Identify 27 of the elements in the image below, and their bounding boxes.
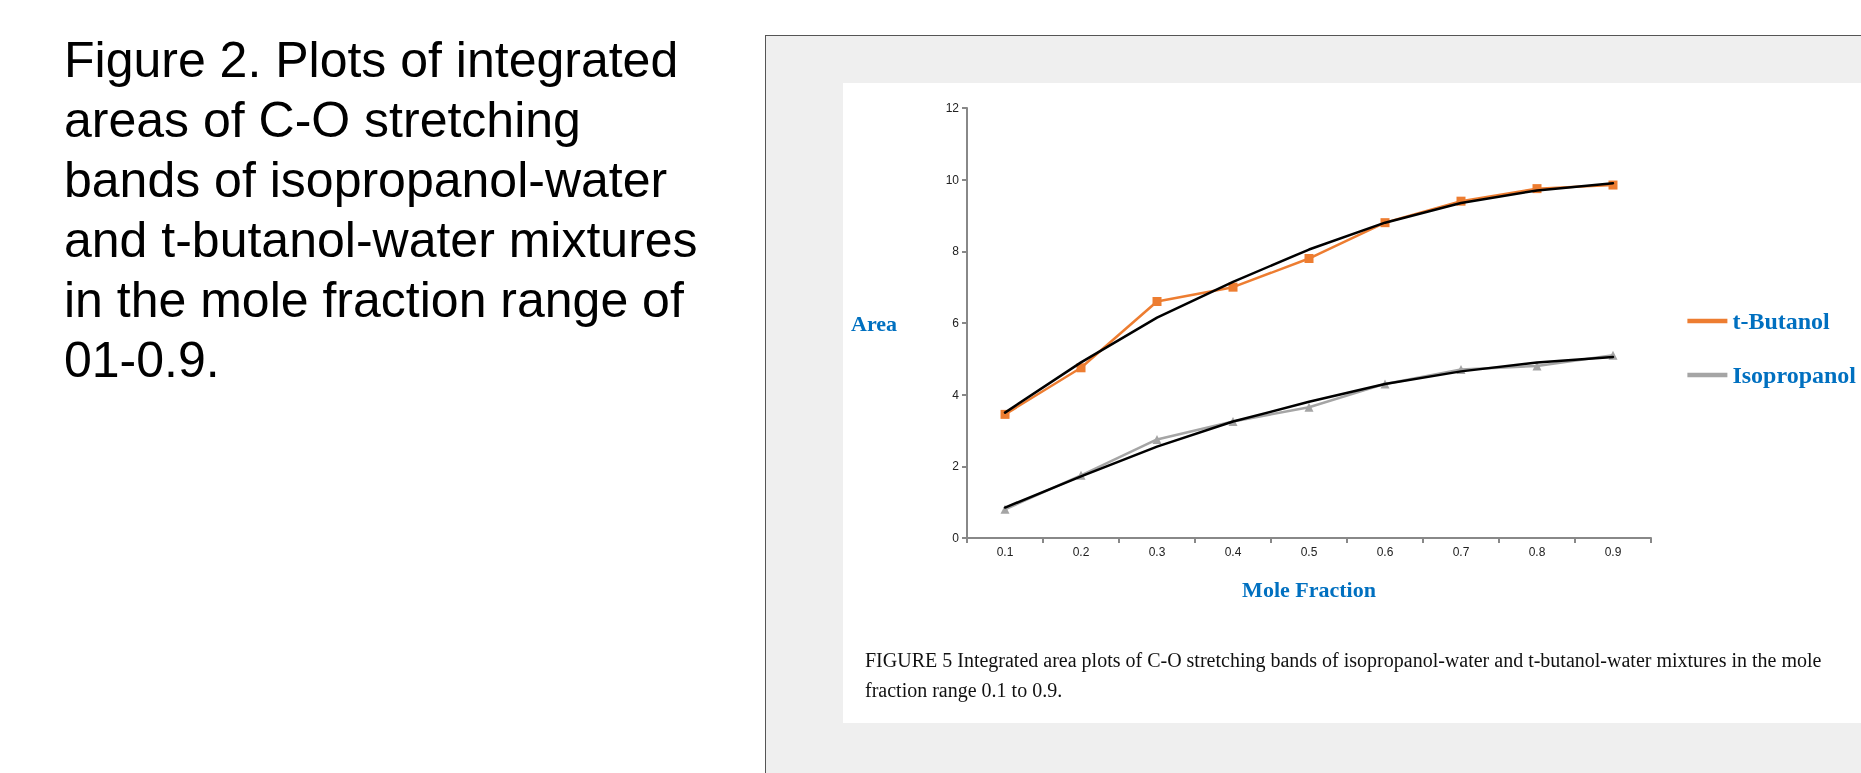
y-tick-label: 8	[952, 244, 960, 259]
legend-label: t-Butanol	[1732, 308, 1831, 334]
x-tick-label: 0.9	[1604, 545, 1622, 559]
caption: FIGURE 5 Integrated area plots of C-O stretching bands of isopropanol-water and t-butanol-water mixtures in the mole fraction range 0.1 to 0.9.	[865, 648, 1823, 704]
x-tick-label: 0.2	[1072, 545, 1090, 559]
x-tick-label: 0.5	[1300, 545, 1318, 559]
y-tick-label: 12	[945, 101, 960, 115]
point	[1304, 402, 1314, 412]
x-axis-title: Mole Fraction	[1242, 576, 1376, 602]
y-tick-label: 0	[952, 531, 960, 545]
x-tick-label: 0.7	[1452, 545, 1470, 559]
y-axis-title: Area	[850, 310, 898, 336]
x-tick-label: 0.6	[1376, 545, 1394, 559]
y-tick-label: 6	[952, 316, 960, 330]
x-tick-label: 0.1	[996, 545, 1014, 559]
y-tick-label: 4	[952, 387, 960, 402]
y-tick-label: 2	[952, 459, 960, 474]
legend-label: Isopropanol	[1732, 362, 1857, 388]
x-tick-label: 0.4	[1224, 545, 1242, 559]
text: Figure 2. Plots of integrated areas of C-O stretching bands of isopropanol-water and t-butanol-water mixtures in the mole fraction range of 01-0.9.	[64, 31, 699, 390]
point	[1304, 254, 1314, 263]
y-tick-label: 10	[945, 172, 960, 187]
x-tick-label: 0.3	[1148, 545, 1166, 559]
point	[1228, 282, 1238, 292]
point	[1152, 434, 1162, 444]
x-tick-label: 0.8	[1528, 545, 1546, 559]
point	[1152, 297, 1162, 306]
